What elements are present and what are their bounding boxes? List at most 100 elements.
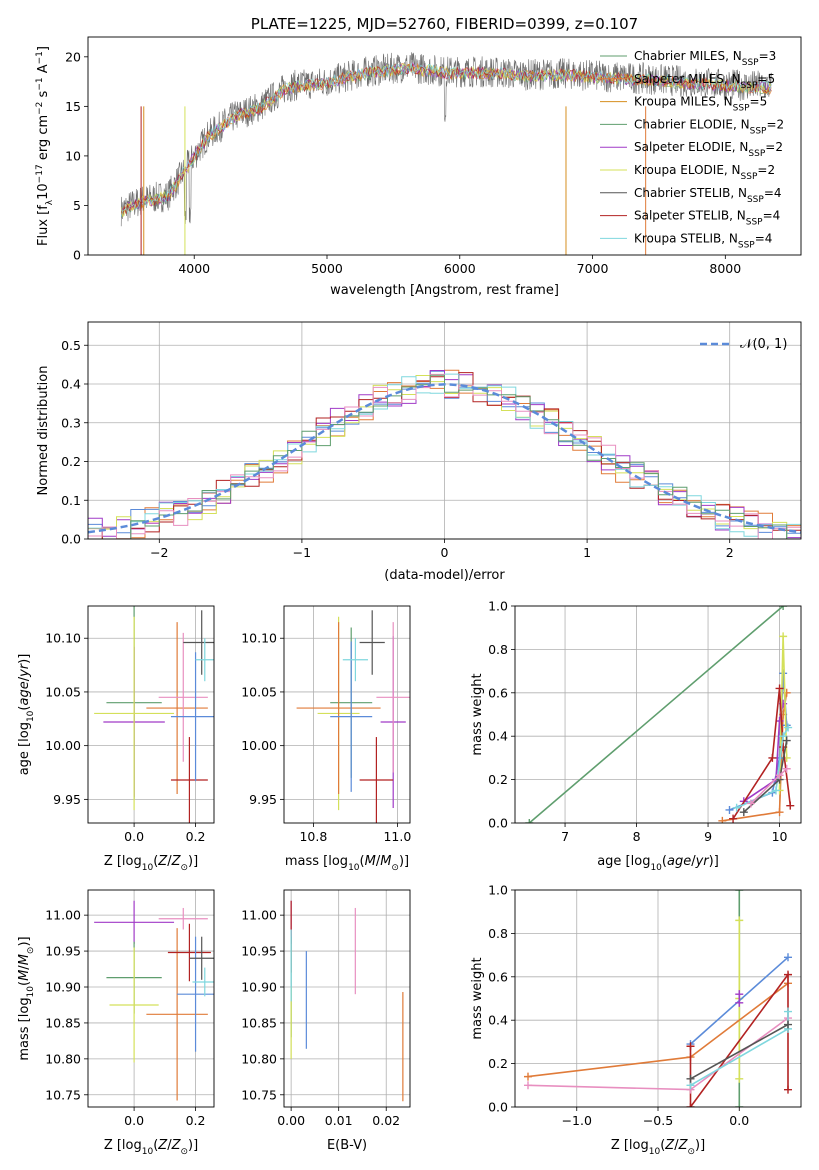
x-tick-label: −0.5 — [643, 1113, 673, 1128]
axes-frame — [283, 889, 411, 1108]
y-tick-label: 0.0 — [488, 816, 508, 831]
panel-mass_vs_ebv: 0.00 0.01 0.02 10.75 10.80 10.85 10.90 10.95 11.… — [241, 889, 411, 1153]
axes-frame — [283, 605, 411, 824]
panel-massweight_vs_Z: −1.0 −0.5 0.0 0.0 0.2 0.4 0.6 0.8 1.0 Z [log10(Z/… — [470, 883, 802, 1157]
panel-age_vs_mass: 10.8 11.0 9.95 10.00 10.05 10.10 mass [log10(M… — [241, 605, 411, 873]
y-tick-label: 0.4 — [61, 377, 81, 392]
x-tick-label: 0.02 — [372, 1113, 400, 1128]
x-axis-label: Z [log10(Z/Z⊙)] — [104, 854, 198, 873]
series-marker — [784, 1085, 792, 1094]
model-spectrum-line — [120, 63, 772, 217]
legend-label: Kroupa MILES, NSSP=5 — [634, 95, 767, 114]
errorbar-point — [146, 928, 208, 1101]
panel-spectrum: 4000 5000 6000 7000 8000 0 5 10 15 20 PLATE=1225, … — [35, 15, 802, 298]
y-tick-label: 1.0 — [488, 599, 508, 614]
y-tick-label: 10.05 — [241, 684, 277, 699]
x-tick-label: 7 — [561, 829, 569, 844]
legend-label: Chabrier MILES, NSSP=3 — [634, 49, 776, 68]
axes-frame — [87, 36, 802, 256]
series-marker — [782, 764, 791, 773]
x-axis-label: age [log10(age/yr)] — [597, 854, 719, 873]
legend: Chabrier MILES, NSSP=3 Salpeter MILES, NS… — [600, 49, 784, 250]
errorbar-point — [296, 622, 381, 794]
chart-title: PLATE=1225, MJD=52760, FIBERID=0399, z=0… — [251, 15, 638, 33]
x-tick-label: 0.0 — [124, 1113, 144, 1128]
errorbar-point — [195, 638, 214, 682]
x-axis-label: Z [log10(Z/Z⊙)] — [611, 1138, 705, 1157]
plot-area-age_vs_mass — [296, 610, 410, 823]
series-marker — [771, 786, 780, 795]
plot-area-mass_vs_ebv — [290, 900, 404, 1102]
x-tick-label: 0.01 — [325, 1113, 353, 1128]
y-tick-label: 10 — [65, 148, 81, 163]
panel-massweight_vs_age: 7 8 9 10 0.0 0.2 0.4 0.6 0.8 1.0 age [log10(age/yr… — [470, 599, 802, 873]
y-tick-label: 5 — [73, 198, 81, 213]
series-marker — [735, 890, 744, 894]
x-tick-label: 0.2 — [186, 1113, 206, 1128]
errorbar-point — [177, 936, 214, 1052]
axes-frame — [87, 321, 802, 540]
legend-label: Salpeter STELIB, NSSP=4 — [634, 209, 780, 228]
series-marker — [524, 1081, 532, 1090]
axes-frame — [514, 889, 802, 1108]
series-marker — [768, 753, 777, 762]
errorbar-point — [189, 936, 214, 980]
y-tick-label: 0.4 — [488, 1013, 508, 1028]
y-tick-label: 10.90 — [241, 980, 277, 995]
y-tick-label: 0.1 — [61, 493, 81, 508]
y-tick-label: 0 — [73, 248, 81, 263]
x-tick-label: 1 — [583, 545, 591, 560]
y-axis-label: Flux [fλ10−17 erg cm−2 s−1 A−1] — [35, 46, 55, 246]
axes-frame — [87, 605, 215, 824]
y-tick-label: 0.2 — [488, 772, 508, 787]
legend-label: Salpeter ELODIE, NSSP=2 — [634, 140, 783, 159]
series-marker — [718, 816, 727, 823]
y-tick-label: 0.3 — [61, 415, 81, 430]
y-tick-label: 0.0 — [61, 532, 81, 547]
x-tick-label: 2 — [726, 545, 734, 560]
series-marker — [725, 805, 734, 814]
series-line — [750, 768, 788, 805]
y-tick-label: 0.8 — [488, 926, 508, 941]
series-marker — [779, 732, 788, 741]
x-tick-label: 10 — [772, 829, 788, 844]
series-line — [528, 606, 784, 823]
x-tick-label: −1 — [293, 545, 311, 560]
series-marker — [784, 723, 793, 732]
plot-area-residuals — [88, 369, 801, 539]
y-tick-label: 9.95 — [53, 792, 81, 807]
x-tick-label: 11.0 — [383, 829, 411, 844]
legend-label: Chabrier STELIB, NSSP=4 — [634, 186, 782, 205]
y-tick-label: 0.5 — [61, 338, 81, 353]
plot-area-massweight_vs_age — [525, 606, 795, 823]
errorbar-point — [170, 737, 208, 823]
x-axis-label: mass [log10(M/M⊙)] — [285, 854, 409, 873]
errorbar-point — [192, 967, 214, 997]
x-tick-label: 4000 — [178, 261, 210, 276]
y-tick-label: 0.2 — [488, 1056, 508, 1071]
y-tick-label: 10.05 — [45, 684, 81, 699]
series-marker — [732, 803, 741, 812]
y-axis-label: mass weight — [470, 673, 485, 755]
series-marker — [784, 970, 792, 979]
y-tick-label: 10.85 — [45, 1015, 81, 1030]
x-tick-label: 8000 — [709, 261, 741, 276]
panel-age_vs_Z: 0.0 0.2 9.95 10.00 10.05 10.10 Z [log10(Z/Z⊙)]… — [17, 605, 215, 873]
legend-label: Kroupa STELIB, NSSP=4 — [634, 231, 772, 250]
x-tick-label: 9 — [704, 829, 712, 844]
y-axis-label: mass [log10(M/M⊙)] — [17, 936, 36, 1060]
x-tick-label: 0.0 — [729, 1113, 749, 1128]
series-marker — [786, 801, 795, 810]
x-axis-label: Z [log10(Z/Z⊙)] — [104, 1138, 198, 1157]
errorbar-point — [376, 622, 410, 773]
series-marker — [779, 669, 788, 678]
legend-label: Salpeter MILES, NSSP=5 — [634, 72, 775, 91]
panel-mass_vs_Z: 0.0 0.2 10.75 10.80 10.85 10.90 10.95 11.00 Z [l… — [17, 889, 215, 1157]
y-tick-label: 10.10 — [45, 631, 81, 646]
x-tick-label: −1.0 — [562, 1113, 592, 1128]
series-marker — [739, 808, 748, 817]
series-marker — [735, 1103, 744, 1107]
y-tick-label: 15 — [65, 99, 81, 114]
y-tick-label: 10.00 — [241, 738, 277, 753]
x-tick-label: 6000 — [444, 261, 476, 276]
